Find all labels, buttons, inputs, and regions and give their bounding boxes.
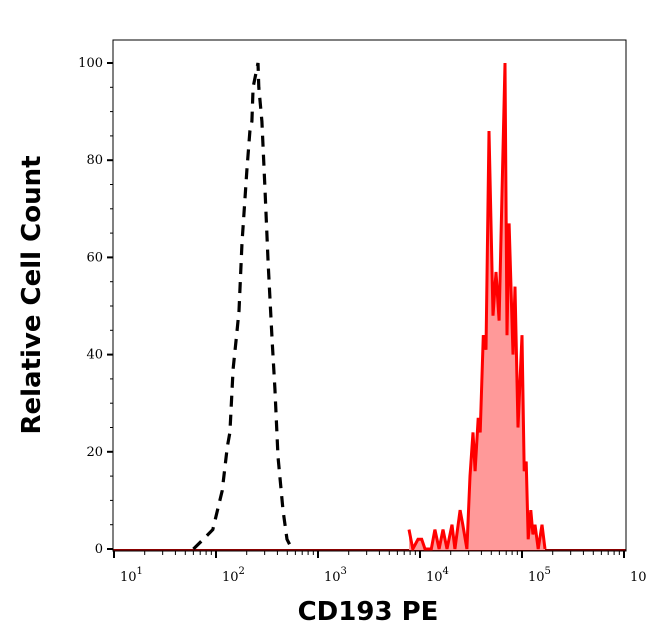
plot-area — [113, 62, 626, 551]
x-tick-base: 10 — [222, 570, 239, 585]
x-tick-label: 101 — [120, 566, 143, 585]
x-tick-label: 106 — [630, 566, 646, 585]
y-tick-label: 60 — [86, 250, 103, 265]
y-tick-label: 100 — [78, 56, 103, 71]
series-1-fill — [409, 63, 545, 550]
y-tick-label: 40 — [86, 348, 103, 363]
y-tick-label: 80 — [86, 153, 103, 168]
x-tick-exponent: 1 — [137, 566, 143, 577]
x-tick-exponent: 3 — [341, 566, 347, 577]
x-tick-label: 103 — [324, 566, 347, 585]
x-tick-base: 10 — [324, 570, 341, 585]
x-tick-base: 10 — [630, 570, 646, 585]
series-1-line — [407, 62, 547, 551]
series-group — [113, 62, 626, 551]
x-tick-label: 102 — [222, 566, 245, 585]
y-tick-label: 20 — [86, 445, 103, 460]
plot-frame — [112, 39, 627, 552]
x-tick-base: 10 — [426, 570, 443, 585]
x-tick-exponent: 5 — [545, 566, 551, 577]
y-axis-title: Relative Cell Count — [17, 155, 47, 434]
x-tick-base: 10 — [120, 570, 137, 585]
x-tick-label: 104 — [426, 566, 449, 585]
x-tick-label: 105 — [528, 566, 551, 585]
x-tick-exponent: 4 — [443, 566, 449, 577]
x-axis-title: CD193 PE — [298, 597, 439, 627]
x-tick-base: 10 — [528, 570, 545, 585]
x-tick-exponent: 2 — [239, 566, 245, 577]
series-0-line — [192, 62, 294, 551]
y-tick-label: 0 — [95, 542, 103, 557]
axes: 020406080100101102103104105106 — [78, 39, 646, 585]
